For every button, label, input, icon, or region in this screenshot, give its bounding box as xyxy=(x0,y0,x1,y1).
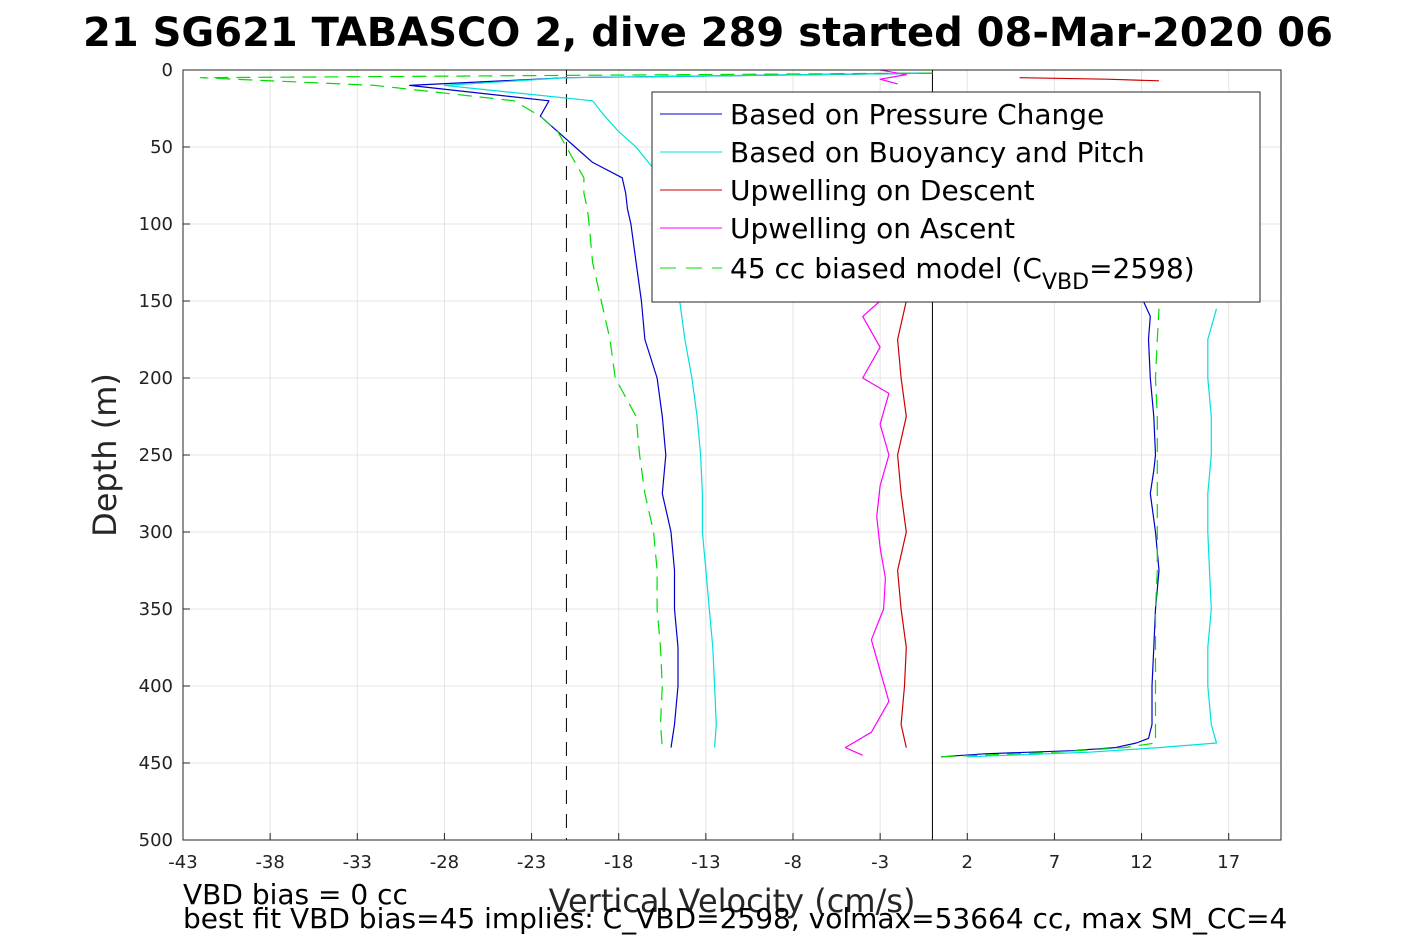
series-1-ascent-line xyxy=(967,308,1218,758)
x-tick-label: 17 xyxy=(1217,852,1240,873)
x-axis-label: Vertical Velocity (cm/s) xyxy=(549,882,916,920)
x-tick-label: -43 xyxy=(168,852,197,873)
series-3-descent-line xyxy=(844,300,890,756)
y-tick-label: 200 xyxy=(139,368,173,389)
series-0-ascent-line xyxy=(941,285,1160,758)
x-tick-label: -8 xyxy=(784,852,802,873)
y-tick-label: 0 xyxy=(162,60,173,81)
legend-model-prefix: 45 cc biased model (C xyxy=(730,252,1042,285)
legend-label-upwelling-descent: Upwelling on Descent xyxy=(730,174,1035,207)
x-tick-label: 2 xyxy=(962,852,973,873)
x-tick-label: -18 xyxy=(604,852,633,873)
y-tick-label: 250 xyxy=(139,445,173,466)
x-tick-label: 7 xyxy=(1049,852,1060,873)
footer-best-fit: best fit VBD bias=45 implies: C_VBD=2598… xyxy=(183,902,1287,935)
x-tick-label: -28 xyxy=(430,852,459,873)
legend-label-upwelling-ascent: Upwelling on Ascent xyxy=(730,212,1015,245)
series-4-descent-line xyxy=(199,72,933,748)
y-tick-label: 450 xyxy=(139,753,173,774)
legend-label-model: 45 cc biased model (CVBD=2598) xyxy=(730,252,1195,295)
y-tick-label: 150 xyxy=(139,291,173,312)
y-tick-label: 500 xyxy=(139,830,173,851)
series-2-ascent-line xyxy=(1019,77,1160,82)
x-tick-label: 12 xyxy=(1130,852,1153,873)
legend-box xyxy=(651,91,1261,303)
series-4-ascent-line xyxy=(941,308,1160,758)
legend: Based on Pressure Change Based on Buoyan… xyxy=(651,91,1261,303)
x-tick-label: -23 xyxy=(517,852,546,873)
x-tick-label: -38 xyxy=(255,852,284,873)
x-tick-label: -13 xyxy=(691,852,720,873)
chart-title: 21 SG621 TABASCO 2, dive 289 started 08-… xyxy=(83,10,1333,56)
x-tick-label: -3 xyxy=(871,852,889,873)
series-3-ascent-line xyxy=(879,69,907,85)
legend-label-buoyancy: Based on Buoyancy and Pitch xyxy=(730,136,1145,169)
series-2-descent-line xyxy=(896,300,907,748)
y-tick-label: 400 xyxy=(139,676,173,697)
y-axis-label: Depth (m) xyxy=(86,373,124,537)
y-tick-label: 50 xyxy=(150,137,173,158)
series-group xyxy=(199,69,1218,840)
footer-vbd-bias: VBD bias = 0 cc xyxy=(183,878,408,911)
y-tick-label: 350 xyxy=(139,599,173,620)
legend-label-pressure: Based on Pressure Change xyxy=(730,98,1104,131)
tick-labels: -43 -38 -33 -28 -23 -18 -13 -8 -3 2 7 12 17 0 50 100 150… xyxy=(139,60,1241,873)
x-tick-label: -33 xyxy=(343,852,372,873)
y-tick-label: 100 xyxy=(139,214,173,235)
legend-model-suffix: =2598) xyxy=(1089,252,1195,285)
legend-model-sub: VBD xyxy=(1042,270,1089,295)
y-tick-label: 300 xyxy=(139,522,173,543)
